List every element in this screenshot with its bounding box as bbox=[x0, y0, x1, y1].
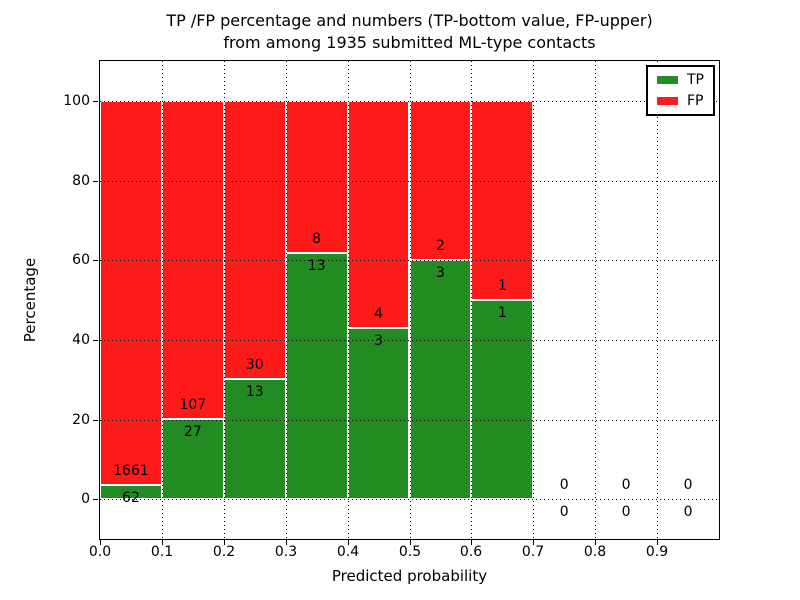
fp-count-label: 1 bbox=[497, 278, 507, 294]
tp-bar-segment bbox=[409, 260, 472, 500]
x-axis-title: Predicted probability bbox=[331, 567, 488, 585]
horizontal-gridline bbox=[100, 420, 719, 421]
y-tick-mark bbox=[93, 260, 98, 261]
fp-bar-segment bbox=[409, 100, 472, 261]
x-tick-mark bbox=[410, 540, 411, 545]
vertical-gridline bbox=[595, 61, 596, 539]
chart-title-line2: from among 1935 submitted ML-type contac… bbox=[223, 33, 596, 52]
vertical-gridline bbox=[657, 61, 658, 539]
horizontal-gridline bbox=[100, 181, 719, 182]
annotations-layer: 1661 62 107 27 30 13 8 13 4 3 2 3 1 1 0 0 0 0 0 0 bbox=[100, 61, 719, 539]
vertical-gridline bbox=[286, 61, 287, 539]
y-tick-label: 40 bbox=[72, 332, 90, 348]
vertical-gridline bbox=[471, 61, 472, 539]
legend: TP FP bbox=[646, 65, 715, 116]
tp-count-label: 0 bbox=[683, 504, 693, 521]
horizontal-gridline bbox=[100, 340, 719, 341]
tp-count-label: 3 bbox=[435, 265, 445, 282]
x-tick-mark bbox=[657, 540, 658, 545]
tp-bar-segment bbox=[100, 484, 162, 500]
legend-item-fp: FP bbox=[657, 94, 704, 108]
vertical-gridline bbox=[410, 61, 411, 539]
tp-count-label: 13 bbox=[307, 257, 326, 274]
fp-count-label: 1661 bbox=[113, 462, 149, 479]
y-tick-mark bbox=[93, 181, 98, 182]
tp-count-label: 0 bbox=[559, 504, 569, 521]
tp-count-label: 3 bbox=[374, 333, 383, 350]
y-tick-mark bbox=[93, 340, 98, 341]
tp-count-label: 1 bbox=[497, 305, 507, 321]
tp-bar-segment bbox=[161, 418, 224, 500]
y-tick-mark bbox=[93, 420, 98, 421]
x-tick-mark bbox=[595, 540, 596, 545]
y-tick-label: 60 bbox=[72, 252, 90, 268]
vertical-gridline bbox=[162, 61, 163, 539]
fp-bar-segment bbox=[471, 100, 534, 300]
x-tick-mark bbox=[348, 540, 349, 545]
y-tick-label: 20 bbox=[72, 412, 90, 428]
x-tick-mark bbox=[533, 540, 534, 545]
x-tick-mark bbox=[224, 540, 225, 545]
x-tick-label: 0.2 bbox=[212, 544, 236, 560]
x-tick-mark bbox=[162, 540, 163, 545]
fp-count-label: 107 bbox=[179, 396, 207, 413]
x-tick-label: 0.9 bbox=[645, 544, 669, 560]
tp-count-label: 27 bbox=[183, 423, 202, 440]
x-tick-label: 0.3 bbox=[274, 544, 298, 560]
x-tick-label: 0.7 bbox=[521, 544, 545, 560]
horizontal-gridline bbox=[100, 101, 719, 102]
tp-bar-segment bbox=[285, 252, 348, 500]
vertical-gridline bbox=[348, 61, 349, 539]
x-tick-label: 0.6 bbox=[459, 544, 483, 560]
bars-layer bbox=[100, 61, 719, 539]
plot-area: 1661 62 107 27 30 13 8 13 4 3 2 3 1 1 0 0 0 0 0 0 TP FP bbox=[99, 60, 720, 540]
fp-count-label: 0 bbox=[621, 477, 631, 494]
horizontal-gridline bbox=[100, 499, 719, 500]
y-tick-label: 100 bbox=[63, 93, 90, 109]
x-tick-label: 0.4 bbox=[336, 544, 360, 560]
x-tick-mark bbox=[471, 540, 472, 545]
tp-legend-swatch-icon bbox=[657, 76, 678, 84]
x-tick-label: 0.0 bbox=[88, 544, 112, 560]
tp-count-label: 0 bbox=[621, 504, 631, 521]
fp-count-label: 4 bbox=[374, 306, 383, 323]
tp-count-label: 62 bbox=[122, 489, 140, 506]
fp-bar-segment bbox=[161, 100, 224, 419]
vertical-gridline bbox=[533, 61, 534, 539]
fp-count-label: 2 bbox=[435, 238, 445, 255]
y-tick-mark bbox=[93, 101, 98, 102]
tp-bar-segment bbox=[347, 328, 410, 500]
tp-count-label: 13 bbox=[245, 383, 264, 400]
y-tick-label: 0 bbox=[81, 491, 90, 507]
horizontal-gridline bbox=[100, 260, 719, 261]
y-tick-mark bbox=[93, 499, 98, 500]
tp-legend-label: TP bbox=[687, 72, 704, 88]
x-tick-label: 0.1 bbox=[150, 544, 174, 560]
chart-title: TP /FP percentage and numbers (TP-bottom… bbox=[99, 10, 720, 54]
fp-count-label: 0 bbox=[559, 477, 569, 494]
fp-count-label: 0 bbox=[683, 477, 693, 494]
vertical-gridline bbox=[224, 61, 225, 539]
chart-title-line1: TP /FP percentage and numbers (TP-bottom… bbox=[166, 11, 653, 30]
y-tick-label: 80 bbox=[72, 173, 90, 189]
x-tick-mark bbox=[100, 540, 101, 545]
grid-layer bbox=[100, 61, 719, 539]
legend-item-tp: TP bbox=[657, 73, 704, 87]
x-tick-label: 0.5 bbox=[398, 544, 422, 560]
fp-legend-label: FP bbox=[687, 93, 704, 109]
y-axis-title: Percentage bbox=[21, 257, 39, 343]
fp-count-label: 30 bbox=[245, 356, 264, 373]
fp-count-label: 8 bbox=[312, 230, 322, 247]
fp-legend-swatch-icon bbox=[657, 97, 678, 105]
x-tick-label: 0.8 bbox=[583, 544, 607, 560]
x-tick-mark bbox=[286, 540, 287, 545]
